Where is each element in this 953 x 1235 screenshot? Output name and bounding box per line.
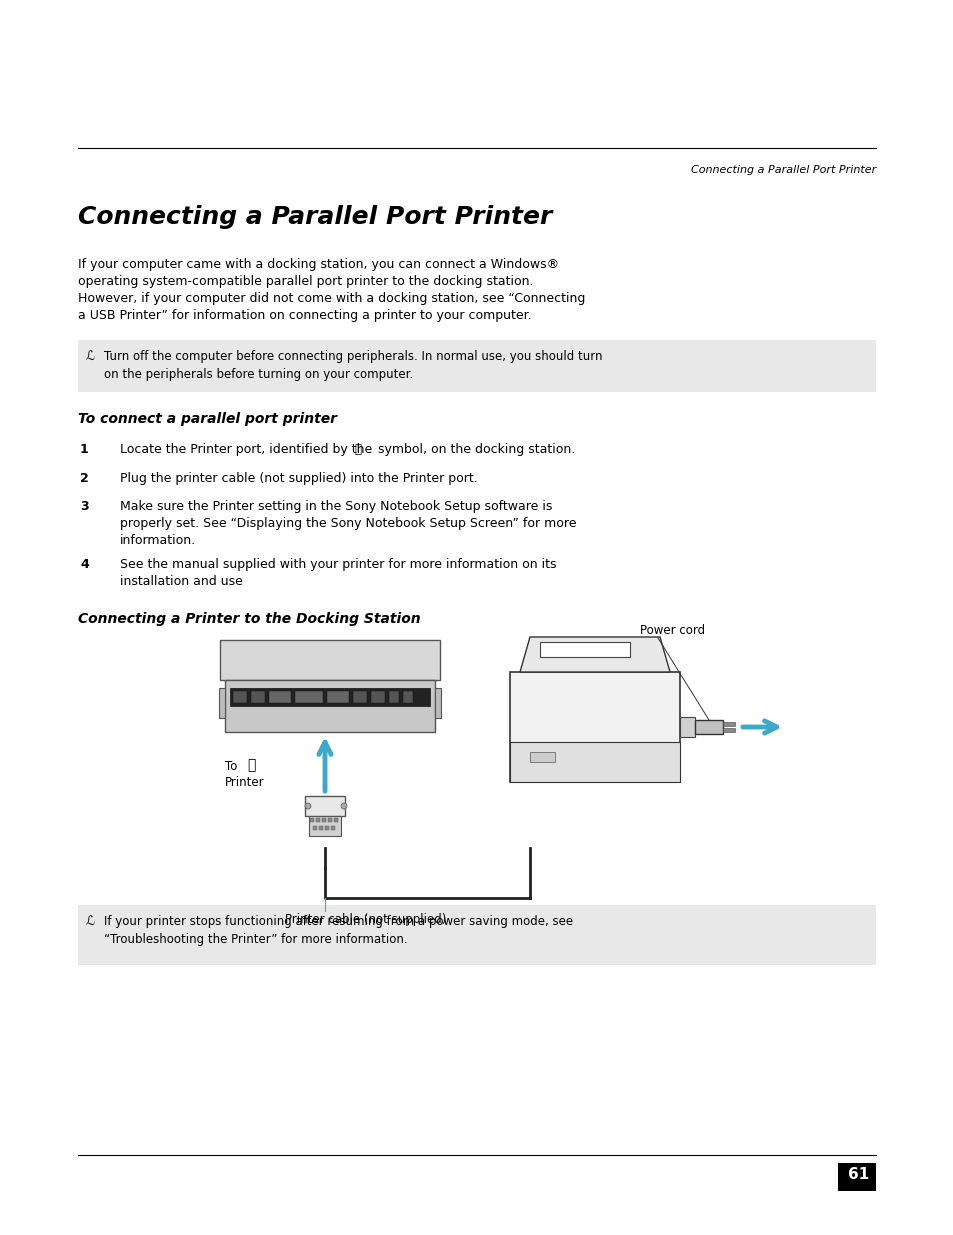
Text: “Troubleshooting the Printer” for more information.: “Troubleshooting the Printer” for more i… <box>104 932 407 946</box>
Text: 🖨: 🖨 <box>247 758 255 772</box>
Bar <box>225 680 435 732</box>
Bar <box>837 1163 875 1191</box>
Bar <box>327 692 349 703</box>
Bar <box>219 688 225 718</box>
Bar <box>309 816 340 836</box>
Text: symbol, on the docking station.: symbol, on the docking station. <box>374 443 575 456</box>
Bar <box>305 797 345 816</box>
Text: 3: 3 <box>80 500 89 513</box>
Bar <box>322 818 326 823</box>
Bar <box>722 722 734 726</box>
Text: Connecting a Printer to the Docking Station: Connecting a Printer to the Docking Stat… <box>78 613 420 626</box>
Text: on the peripherals before turning on your computer.: on the peripherals before turning on you… <box>104 368 413 382</box>
Text: ℒ: ℒ <box>86 915 95 927</box>
Bar <box>695 720 722 734</box>
Bar <box>389 692 398 703</box>
Bar <box>220 640 439 680</box>
Text: If your computer came with a docking station, you can connect a Windows®: If your computer came with a docking sta… <box>78 258 558 270</box>
Bar <box>315 818 319 823</box>
Bar <box>230 688 430 706</box>
Bar <box>353 692 367 703</box>
Bar <box>539 642 629 657</box>
Bar <box>294 692 323 703</box>
Text: Printer: Printer <box>225 776 264 789</box>
Bar <box>334 818 337 823</box>
Text: To: To <box>225 760 237 773</box>
Text: If your printer stops functioning after resuming from a power saving mode, see: If your printer stops functioning after … <box>104 915 573 927</box>
Text: Printer cable (not supplied): Printer cable (not supplied) <box>285 913 446 926</box>
Bar <box>313 826 316 830</box>
Bar <box>331 826 335 830</box>
Text: 2: 2 <box>80 472 89 485</box>
Text: Connecting a Parallel Port Printer: Connecting a Parallel Port Printer <box>690 165 875 175</box>
Bar <box>78 905 875 965</box>
Bar <box>371 692 385 703</box>
Circle shape <box>340 803 347 809</box>
Text: information.: information. <box>120 534 196 547</box>
Text: 61: 61 <box>847 1167 868 1182</box>
Bar <box>318 826 323 830</box>
Text: Make sure the Printer setting in the Sony Notebook Setup software is: Make sure the Printer setting in the Son… <box>120 500 552 513</box>
Text: properly set. See “Displaying the Sony Notebook Setup Screen” for more: properly set. See “Displaying the Sony N… <box>120 517 576 530</box>
Bar <box>310 818 314 823</box>
Bar <box>251 692 265 703</box>
Text: See the manual supplied with your printer for more information on its: See the manual supplied with your printe… <box>120 558 556 571</box>
Text: Locate the Printer port, identified by the: Locate the Printer port, identified by t… <box>120 443 375 456</box>
Bar <box>402 692 413 703</box>
Polygon shape <box>519 637 669 672</box>
Bar <box>679 718 695 737</box>
Text: To connect a parallel port printer: To connect a parallel port printer <box>78 412 336 426</box>
Bar <box>325 826 329 830</box>
Text: operating system-compatible parallel port printer to the docking station.: operating system-compatible parallel por… <box>78 275 533 288</box>
Bar <box>435 688 440 718</box>
Text: 4: 4 <box>80 558 89 571</box>
Bar <box>722 727 734 732</box>
Text: Connecting a Parallel Port Printer: Connecting a Parallel Port Printer <box>78 205 552 228</box>
Bar <box>510 742 679 782</box>
Text: 1: 1 <box>80 443 89 456</box>
Bar <box>510 672 679 782</box>
Text: 🖨: 🖨 <box>354 443 360 456</box>
Bar <box>530 752 555 762</box>
Text: installation and use: installation and use <box>120 576 243 588</box>
Text: a USB Printer” for information on connecting a printer to your computer.: a USB Printer” for information on connec… <box>78 309 531 322</box>
Text: However, if your computer did not come with a docking station, see “Connecting: However, if your computer did not come w… <box>78 291 585 305</box>
Bar <box>233 692 247 703</box>
Text: ℒ: ℒ <box>86 350 95 363</box>
Text: Turn off the computer before connecting peripherals. In normal use, you should t: Turn off the computer before connecting … <box>104 350 602 363</box>
Bar <box>269 692 291 703</box>
Text: Power cord: Power cord <box>639 624 704 637</box>
Bar <box>78 340 875 391</box>
Text: Plug the printer cable (not supplied) into the Printer port.: Plug the printer cable (not supplied) in… <box>120 472 477 485</box>
Circle shape <box>305 803 311 809</box>
Bar <box>328 818 332 823</box>
